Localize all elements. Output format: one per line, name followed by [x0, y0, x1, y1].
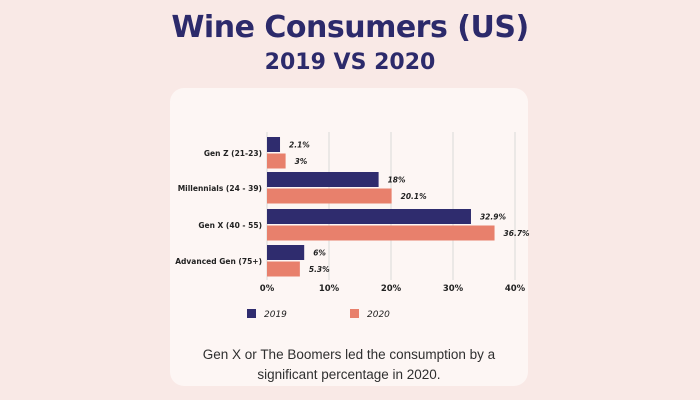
legend-swatch-2019 — [247, 309, 256, 318]
legend: 2019 2020 — [247, 309, 390, 320]
legend-swatch-2020 — [350, 309, 359, 318]
bar-2019 — [267, 172, 379, 187]
bars — [267, 137, 495, 277]
legend-label: 2020 — [367, 310, 390, 320]
legend-label: 2019 — [264, 310, 287, 320]
chart-subtitle: 2019 VS 2020 — [264, 50, 436, 75]
x-tick-label: 30% — [443, 284, 464, 294]
category-label: Gen X (40 - 55) — [198, 221, 262, 230]
category-labels: Gen Z (21-23) Millennials (24 - 39) Gen X … — [175, 149, 262, 266]
chart-title: Wine Consumers (US) — [171, 10, 529, 45]
category-label: Gen Z (21-23) — [204, 149, 262, 158]
chart-caption: Gen X or The Boomers led the consumption… — [170, 345, 528, 385]
category-label: Advanced Gen (75+) — [175, 257, 262, 266]
x-tick-label: 0% — [260, 284, 275, 294]
value-label: 5.3% — [309, 265, 330, 274]
value-label: 2.1% — [289, 141, 310, 150]
bar-2019 — [267, 137, 281, 152]
value-label: 6% — [313, 249, 326, 258]
caption-line-1: Gen X or The Boomers led the consumption… — [202, 347, 496, 362]
x-tick-labels: 0% 10% 20% 30% 40% — [260, 284, 526, 294]
bar-2019 — [267, 209, 471, 224]
value-label: 32.9% — [480, 213, 507, 222]
x-tick-label: 40% — [505, 284, 526, 294]
caption-line-2: significant percentage in 2020. — [257, 367, 441, 382]
bar-2020 — [267, 225, 495, 241]
bar-2020 — [267, 261, 300, 277]
x-tick-label: 10% — [319, 284, 340, 294]
value-label: 36.7% — [504, 229, 531, 238]
value-labels: 2.1% 3% 18% 20.1% 32.9% 36.7% 6% 5.3% — [289, 141, 530, 275]
bar-2019 — [267, 245, 305, 260]
x-tick-label: 20% — [381, 284, 402, 294]
category-label: Millennials (24 - 39) — [178, 184, 262, 193]
value-label: 3% — [295, 157, 308, 166]
value-label: 20.1% — [401, 192, 428, 201]
value-label: 18% — [388, 176, 406, 185]
bar-2020 — [267, 188, 392, 204]
bar-2020 — [267, 153, 286, 169]
